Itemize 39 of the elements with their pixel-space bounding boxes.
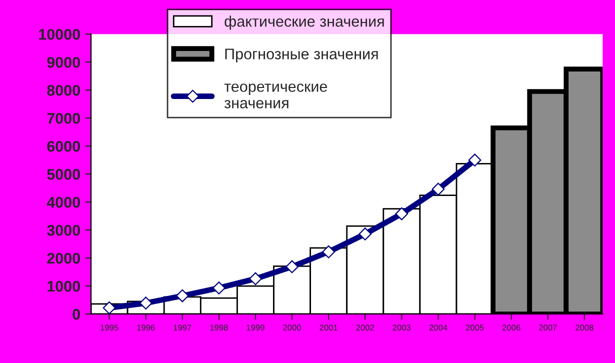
- point: [322, 245, 336, 258]
- y-tick-label: 4000: [46, 196, 80, 208]
- y-tick-label: 1000: [48, 280, 80, 292]
- point: [249, 272, 262, 286]
- point: [176, 289, 189, 302]
- y-tick-label: 9000: [47, 56, 80, 68]
- y-tick-label: 5000: [47, 168, 80, 180]
- point: [212, 282, 226, 294]
- x-tick-label: 2003: [392, 324, 411, 331]
- legend-label: Прогнозные значения: [225, 48, 378, 62]
- y-tick-label: 10000: [39, 28, 80, 40]
- y-tick-label: 2000: [47, 252, 80, 264]
- x-tick-label: 2006: [502, 324, 520, 331]
- point: [395, 207, 408, 220]
- y-tick-label: 7000: [47, 112, 80, 124]
- y-tick-label: 6000: [47, 140, 80, 152]
- point: [286, 260, 298, 274]
- x-tick-label: 2001: [320, 324, 338, 331]
- x-tick-label: 1999: [246, 324, 264, 331]
- legend-label: фактические значения: [224, 16, 384, 30]
- x-tick-label: 1998: [210, 324, 228, 331]
- x-tick-label: 2008: [576, 324, 594, 331]
- point: [139, 296, 152, 310]
- point: [432, 182, 445, 196]
- x-tick-label: 2007: [539, 324, 557, 331]
- point: [468, 154, 482, 167]
- y-tick-label: 3000: [46, 224, 80, 236]
- x-tick-label: 1997: [174, 324, 192, 331]
- x-tick-label: 2004: [429, 324, 448, 331]
- point: [102, 301, 116, 314]
- x-tick-label: 2002: [356, 324, 374, 331]
- x-tick-label: 2005: [466, 324, 484, 331]
- legend-label: теоретические значения: [224, 84, 328, 108]
- point: [358, 228, 372, 240]
- y-tick-label: 0: [72, 308, 80, 320]
- x-tick-label: 1996: [137, 324, 155, 331]
- y-tick-label: 8000: [47, 84, 80, 96]
- x-tick-label: 2000: [283, 324, 301, 331]
- x-tick-label: 1995: [100, 324, 118, 331]
